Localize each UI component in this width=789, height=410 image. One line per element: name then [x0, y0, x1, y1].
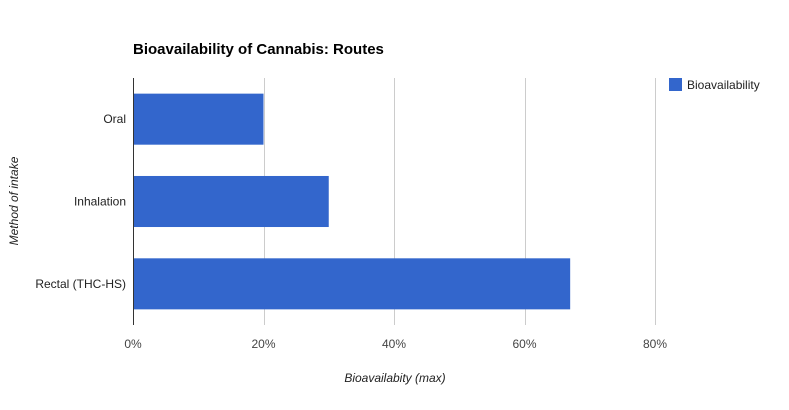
- y-axis-label: Method of intake: [7, 156, 21, 245]
- bar: [133, 258, 571, 310]
- x-axis-label: Bioavailabity (max): [344, 371, 445, 385]
- x-tick-label: 20%: [251, 337, 275, 351]
- x-tick-label: 60%: [512, 337, 536, 351]
- bars: [133, 93, 571, 310]
- y-tick-label: Oral: [103, 112, 126, 126]
- y-tick-label: Inhalation: [74, 195, 126, 209]
- x-tick-label: 40%: [382, 337, 406, 351]
- x-tick-label: 0%: [124, 337, 142, 351]
- legend-swatch: [669, 78, 682, 91]
- x-tick-label: 80%: [643, 337, 667, 351]
- y-tick-label: Rectal (THC-HS): [35, 277, 126, 291]
- legend: Bioavailability: [669, 78, 760, 92]
- chart-title: Bioavailability of Cannabis: Routes: [133, 41, 384, 58]
- y-tick-labels: Oral Inhalation Rectal (THC-HS): [35, 112, 126, 291]
- bar: [133, 175, 329, 228]
- legend-label: Bioavailability: [687, 78, 760, 92]
- bar: [133, 93, 264, 145]
- x-tick-labels: 0% 20% 40% 60% 80%: [124, 337, 667, 351]
